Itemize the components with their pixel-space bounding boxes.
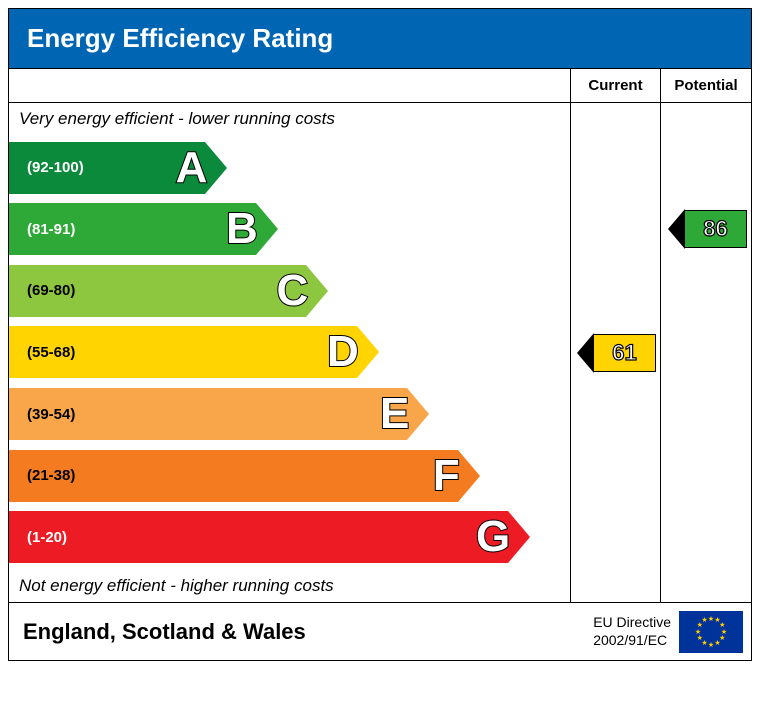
current-value: 61 (594, 334, 656, 372)
band-bar-b: (81-91)B (9, 203, 256, 255)
band-range: (1-20) (9, 529, 508, 546)
band-letter: A (176, 143, 208, 193)
band-row-a: (92-100)A (9, 142, 570, 194)
directive-line2: 2002/91/EC (593, 632, 671, 650)
band-range: (55-68) (9, 344, 357, 361)
header-spacer (9, 69, 571, 102)
band-bar-d: (55-68)D (9, 326, 357, 378)
title-bar: Energy Efficiency Rating (9, 9, 751, 68)
eu-flag-icon: ★★★★★★★★★★★★ (679, 611, 743, 653)
bars-column: Very energy efficient - lower running co… (9, 103, 571, 602)
band-row-b: (81-91)B (9, 203, 570, 255)
header-potential: Potential (661, 69, 751, 102)
current-column: 61 (571, 103, 661, 602)
column-header-row: Current Potential (9, 68, 751, 102)
band-range: (39-54) (9, 406, 407, 423)
potential-value: 86 (685, 210, 747, 248)
band-row-d: (55-68)D (9, 326, 570, 378)
directive-line1: EU Directive (593, 614, 671, 632)
band-bar-c: (69-80)C (9, 265, 306, 317)
bars-wrap: (92-100)A (81-91)B (69-80)C (55-68)D (39-54)… (9, 135, 570, 570)
footer-row: England, Scotland & Wales EU Directive 2… (9, 602, 751, 660)
band-row-f: (21-38)F (9, 450, 570, 502)
band-range: (69-80) (9, 282, 306, 299)
band-letter: C (277, 266, 309, 316)
band-letter: F (433, 451, 460, 501)
band-letter: D (327, 327, 359, 377)
current-pointer: 61 (578, 334, 656, 372)
band-bar-a: (92-100)A (9, 142, 205, 194)
band-bar-g: (1-20)G (9, 511, 508, 563)
band-row-e: (39-54)E (9, 388, 570, 440)
band-bar-e: (39-54)E (9, 388, 407, 440)
potential-pointer: 86 (669, 210, 747, 248)
chart-area: Very energy efficient - lower running co… (9, 102, 751, 602)
band-letter: G (476, 512, 510, 562)
band-letter: E (380, 389, 409, 439)
band-range: (21-38) (9, 467, 458, 484)
band-letter: B (226, 204, 258, 254)
footer-region: England, Scotland & Wales (9, 619, 593, 645)
epc-chart: Energy Efficiency Rating Current Potenti… (8, 8, 752, 661)
bottom-label: Not energy efficient - higher running co… (9, 570, 570, 602)
band-range: (81-91) (9, 221, 256, 238)
header-current: Current (571, 69, 661, 102)
potential-column: 86 (661, 103, 751, 602)
band-row-c: (69-80)C (9, 265, 570, 317)
footer-directive: EU Directive 2002/91/EC (593, 614, 679, 649)
band-bar-f: (21-38)F (9, 450, 458, 502)
band-row-g: (1-20)G (9, 511, 570, 563)
top-label: Very energy efficient - lower running co… (9, 103, 570, 135)
title-text: Energy Efficiency Rating (27, 23, 333, 53)
